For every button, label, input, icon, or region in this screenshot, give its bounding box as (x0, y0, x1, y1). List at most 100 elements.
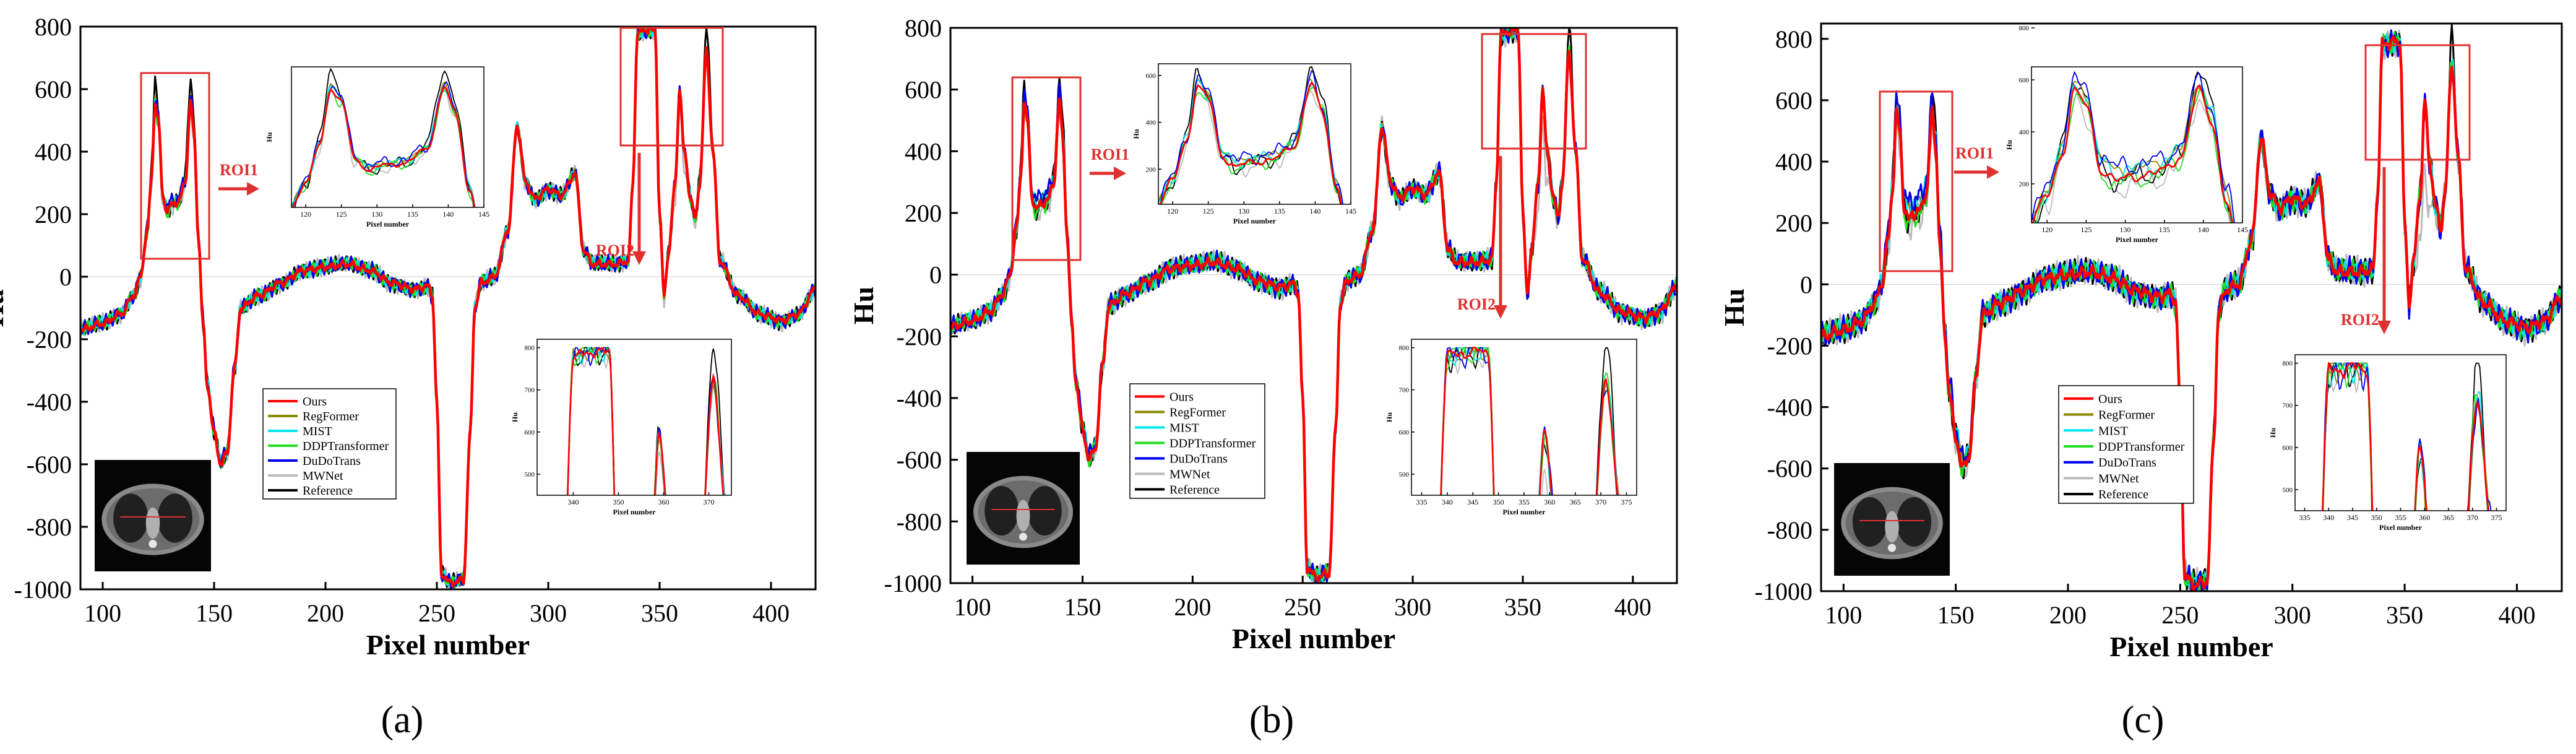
inset-y-tick-label: 600 (2019, 77, 2030, 84)
y-tick-label: 0 (1800, 271, 1812, 298)
inset-y-tick-label: 500 (1399, 471, 1410, 479)
inset-y-tick-label: 600 (1146, 72, 1157, 80)
y-tick-label: -1000 (14, 576, 72, 604)
inset-x-tick-label: 370 (2467, 513, 2478, 522)
inset-y-tick-label: 500 (525, 471, 535, 479)
panel-letter-a: (a) (381, 699, 424, 741)
series-group (1821, 24, 2562, 591)
legend-entry-reference: Reference (2098, 488, 2148, 501)
x-tick-label: 300 (2274, 601, 2311, 629)
y-tick-label: 200 (1775, 209, 1812, 237)
roi1-label: ROI1 (220, 161, 258, 179)
legend-entry-dudotrans: DuDoTrans (1170, 453, 1228, 466)
roi2-arrowhead (632, 251, 646, 265)
inset-x-tick-label: 350 (2371, 513, 2382, 522)
inset-y-tick-label: 700 (1399, 387, 1410, 394)
inset-x-tick-label: 145 (478, 210, 489, 219)
roi2-inset: 335 340 345 350 355 360 365 370 375 500 600 700 800 P… (1383, 334, 1642, 520)
inset-x-tick-label: 345 (1467, 498, 1478, 506)
ct-thumbnail-image (967, 452, 1080, 565)
roi1-label: ROI1 (1091, 145, 1129, 163)
ct-right-lung (1896, 496, 1932, 547)
y-tick-label: 200 (905, 199, 942, 227)
roi1-arrowhead (1114, 167, 1126, 180)
legend-frame (1129, 383, 1265, 499)
roi2-box (619, 27, 724, 147)
x-tick-label: 150 (1064, 593, 1101, 621)
inset-y-tick-label: 800 (2019, 25, 2030, 32)
inset-x-tick-label: 340 (2323, 513, 2334, 522)
x-tick-label: 350 (2386, 601, 2423, 629)
inset-x-tick-label: 140 (442, 210, 454, 219)
legend: Ours RegFormer MIST DDPTransformer DuDoTrans… (2058, 385, 2194, 504)
inset-x-tick-label: 340 (1442, 498, 1453, 506)
inset-x-tick-label: 125 (2080, 225, 2091, 234)
y-tick-label: 800 (905, 14, 942, 42)
plot-frame (79, 25, 817, 591)
inset-x-tick-label: 135 (1274, 207, 1285, 215)
ct-left-lung (1852, 496, 1888, 547)
x-tick-label: 250 (2161, 601, 2199, 629)
ct-thumbnail-image (1834, 463, 1950, 576)
legend-entry-reference: Reference (303, 484, 353, 498)
roi1-inset-frame (2031, 66, 2243, 223)
inset-x-tick-label: 125 (1203, 207, 1214, 215)
x-tick-label: 150 (196, 599, 233, 627)
roi1-label: ROI1 (1955, 144, 1994, 162)
inset-x-tick-label: 345 (2347, 513, 2358, 522)
ct-mediastinum (1885, 511, 1899, 543)
y-tick-label: -800 (1767, 516, 1812, 544)
y-tick-label: -200 (1767, 332, 1812, 360)
inset-x-tick-label: 355 (1518, 498, 1530, 506)
inset-x-tick-label: 140 (1309, 207, 1320, 215)
roi2-box (2364, 44, 2471, 161)
series-line-ours (950, 28, 1677, 583)
ct-spine (149, 540, 157, 548)
chart-panel-b: 100 150 200 250 300 350 400 -1000 -800 -600 -400 -2… (848, 14, 1678, 654)
inset-line-ours (291, 85, 475, 207)
roi1-arrowhead (1987, 165, 1999, 179)
y-tick-label: 600 (1775, 87, 1812, 115)
y-tick-label: -1000 (1755, 578, 1812, 605)
inset-x-tick-label: 145 (2237, 225, 2248, 234)
x-tick-label: 250 (1284, 593, 1321, 621)
inset-x-tick-label: 375 (1621, 498, 1632, 506)
inset-y-tick-label: 800 (2283, 360, 2293, 368)
y-tick-label: -200 (27, 326, 72, 353)
roi1-arrowhead (247, 182, 259, 196)
inset-x-tick-label: 135 (2159, 225, 2170, 234)
panel-letter-c: (c) (2122, 699, 2165, 741)
x-tick-label: 400 (1614, 593, 1652, 621)
roi1-inset: 120 125 130 135 140 145 200 400 600 800 Pixel numb… (2003, 25, 2248, 248)
y-tick-label: 600 (905, 76, 942, 104)
legend-entry-ours: Ours (1170, 391, 1194, 404)
inset-y-axis-label: Hu (2005, 140, 2014, 150)
legend-entry-ddptransformer: DDPTransformer (303, 440, 389, 453)
inset-y-tick-label: 200 (2019, 181, 2030, 188)
inset-x-axis-label: Pixel number (1503, 508, 1546, 516)
roi2-inset-series (2321, 362, 2492, 511)
x-tick-label: 200 (307, 599, 344, 627)
inset-line-dudotrans (2031, 71, 2235, 223)
roi2-inset-series (1439, 346, 1620, 495)
y-tick-label: -600 (27, 451, 72, 479)
inset-x-tick-label: 340 (567, 498, 579, 506)
legend-entry-mwnet: MWNet (2098, 472, 2139, 485)
roi1-inset: 120 125 130 135 140 145 200 400 600 Pixel number H… (1130, 59, 1356, 229)
roi2-inset-frame (536, 339, 732, 496)
x-axis-label: Pixel number (366, 629, 530, 661)
inset-x-tick-label: 350 (613, 498, 624, 506)
legend-entry-ddptransformer: DDPTransformer (2098, 440, 2185, 454)
roi1-inset-background (2003, 62, 2247, 248)
inset-x-tick-label: 365 (1570, 498, 1581, 506)
panel-letter-b: (b) (1249, 699, 1294, 741)
roi1-inset-frame (291, 66, 485, 208)
roi1-inset: 120 125 130 135 140 145 Pixel number Hu (263, 62, 489, 232)
inset-x-tick-label: 360 (2419, 513, 2430, 522)
chart-panel-c: 100 150 200 250 300 350 400 -1000 -800 -600 -400 -2… (1718, 22, 2563, 662)
inset-x-axis-label: Pixel number (1233, 217, 1277, 225)
roi1-inset-background (1130, 59, 1356, 229)
inset-y-axis-label: Hu (2268, 428, 2277, 438)
roi1-box (1011, 76, 1082, 261)
